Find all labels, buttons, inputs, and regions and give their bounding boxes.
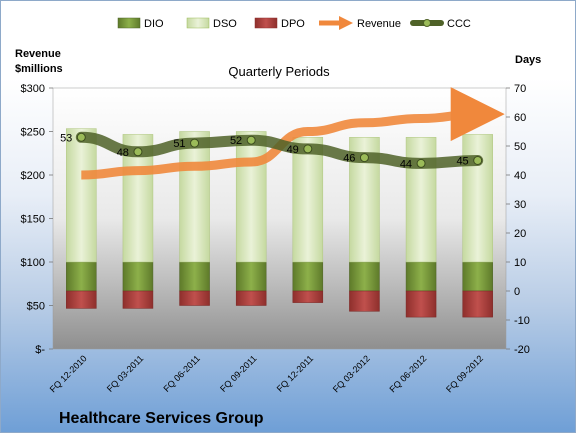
legend-dso: DSO: [186, 17, 237, 30]
x-axis: FQ 12-2010 FQ 03-2011 FQ 06-2011 FQ 09-2011…: [48, 353, 485, 394]
bar-dpo: [349, 290, 380, 312]
legend-ccc-label: CCC: [447, 18, 471, 30]
right-tick-label: 0: [514, 286, 520, 298]
bar-dso: [66, 128, 97, 263]
x-tick-label: FQ 12-2010: [48, 353, 89, 394]
right-tick-label: 30: [514, 199, 526, 211]
bar-dso: [462, 134, 493, 263]
bar-dpo: [235, 290, 267, 306]
left-tick-label: $100: [21, 257, 45, 269]
right-tick-label: -10: [514, 315, 530, 327]
left-tick-label: $50: [27, 301, 45, 313]
legend-dio-swatch: [117, 17, 141, 29]
bar-dio: [349, 261, 380, 292]
x-tick-label: FQ 12-2011: [275, 353, 316, 394]
legend-dpo-label: DPO: [281, 18, 305, 30]
left-tick-label: $200: [21, 170, 45, 182]
right-tick-label: 20: [514, 228, 526, 240]
left-tick-label: $-: [35, 344, 45, 356]
legend-revenue-label: Revenue: [357, 18, 401, 30]
legend-dso-label: DSO: [213, 18, 237, 30]
legend-dpo-swatch: [254, 17, 278, 29]
ccc-data-label: 46: [343, 153, 355, 165]
legend-dio-label: DIO: [144, 18, 164, 30]
legend-dpo: DPO: [254, 17, 305, 30]
bar-dpo: [179, 290, 210, 306]
x-tick-label: FQ 06-2011: [161, 353, 202, 394]
legend: DIO DSO DPO Revenue CCC: [117, 16, 471, 30]
ccc-data-label: 51: [173, 138, 185, 150]
ccc-point: [246, 135, 256, 145]
bar-dpo: [462, 290, 493, 318]
right-tick-label: 40: [514, 170, 526, 182]
bar-dio: [405, 261, 437, 292]
bar-dio: [66, 261, 97, 292]
bar-dpo: [66, 290, 97, 309]
bar-dpo: [405, 290, 437, 318]
ccc-point: [416, 158, 426, 168]
x-tick-label: FQ 09-2011: [218, 353, 259, 394]
left-tick-label: $250: [21, 127, 45, 139]
ccc-series: 53 48 51 52 49 46 44 45: [60, 131, 484, 170]
company-title: Healthcare Services Group: [59, 410, 264, 427]
left-axis-title-line2: $millions: [15, 63, 63, 75]
ccc-data-label: 52: [230, 135, 242, 147]
bar-dpo: [292, 290, 324, 303]
x-tick-label: FQ 03-2011: [105, 353, 146, 394]
ccc-point: [190, 138, 200, 148]
ccc-data-label: 53: [60, 132, 72, 144]
right-tick-label: 10: [514, 257, 526, 269]
legend-ccc-marker: [423, 19, 431, 27]
legend-dso-swatch: [186, 17, 210, 29]
legend-revenue: Revenue: [319, 16, 401, 30]
ccc-point: [133, 147, 143, 157]
bar-dso: [179, 131, 210, 263]
bar-series: [66, 128, 493, 318]
ccc-point: [303, 144, 313, 154]
right-axis: -20 -10 0 10 20 30 40 50 60 70: [506, 83, 530, 356]
x-tick-label: FQ 03-2012: [331, 353, 372, 394]
bar-dso: [292, 137, 324, 263]
bar-dio: [462, 261, 493, 292]
ccc-point: [473, 156, 483, 165]
x-tick-label: FQ 06-2012: [387, 353, 428, 394]
chart-title: Quarterly Periods: [228, 64, 330, 79]
bar-dpo: [122, 290, 154, 309]
ccc-point: [76, 132, 86, 142]
right-tick-label: 70: [514, 83, 526, 95]
left-tick-label: $300: [21, 83, 45, 95]
ccc-data-label: 49: [287, 144, 299, 156]
bar-dio: [122, 261, 154, 292]
right-tick-label: -20: [514, 344, 530, 356]
bar-dio: [179, 261, 210, 292]
plot-area: [52, 87, 507, 350]
right-tick-label: 50: [514, 141, 526, 153]
legend-dio: DIO: [117, 17, 164, 30]
ccc-point: [359, 153, 369, 163]
right-axis-title: Days: [515, 54, 541, 66]
left-tick-label: $150: [21, 214, 45, 226]
ccc-data-label: 48: [117, 147, 129, 159]
bar-dso: [405, 137, 437, 263]
bar-dio: [292, 261, 324, 292]
ccc-data-label: 45: [456, 156, 468, 168]
legend-ccc: CCC: [410, 18, 471, 30]
left-axis-title-line1: Revenue: [15, 48, 61, 60]
legend-revenue-arrow-icon: [339, 16, 353, 30]
x-tick-label: FQ 09-2012: [444, 353, 485, 394]
bar-dso: [235, 131, 267, 263]
right-tick-label: 60: [514, 112, 526, 124]
left-axis: $- $50 $100 $150 $200 $250 $300: [21, 83, 53, 356]
bar-dio: [235, 261, 267, 292]
ccc-data-label: 44: [400, 158, 412, 170]
